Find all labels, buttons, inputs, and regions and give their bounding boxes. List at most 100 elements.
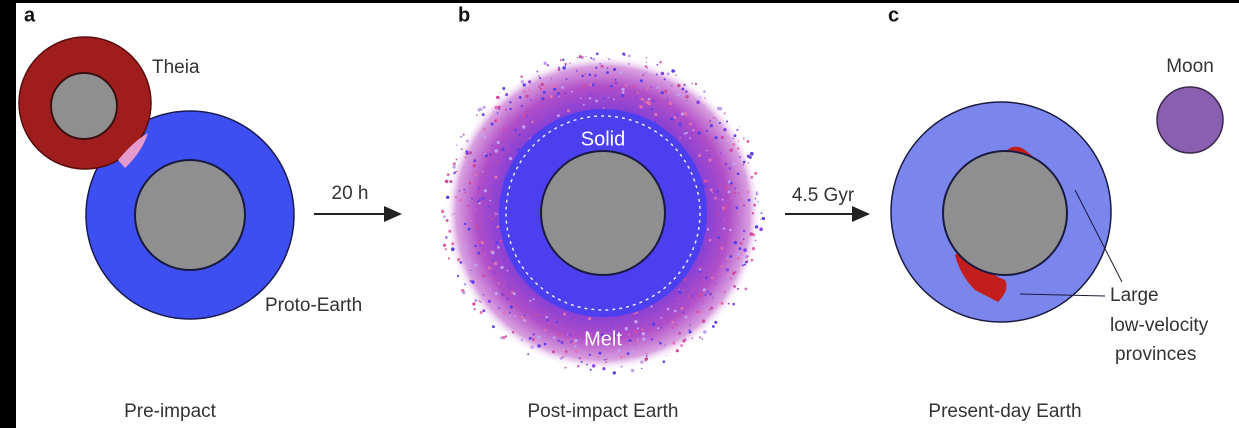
speck <box>672 342 675 345</box>
speck <box>517 148 520 151</box>
speck <box>636 340 639 343</box>
speck <box>494 242 495 243</box>
speck <box>483 130 484 131</box>
speck <box>490 289 491 290</box>
speck <box>639 105 642 108</box>
speck <box>509 108 511 110</box>
speck <box>465 192 467 194</box>
speck <box>547 64 549 66</box>
speck <box>734 134 737 137</box>
speck <box>661 317 663 319</box>
speck <box>645 65 648 68</box>
speck <box>560 341 563 344</box>
speck <box>708 181 710 183</box>
speck <box>697 109 699 111</box>
speck <box>647 67 648 68</box>
core <box>541 151 665 275</box>
speck <box>460 136 462 138</box>
speck <box>663 360 666 363</box>
speck <box>589 97 591 99</box>
speck <box>501 148 504 151</box>
speck <box>469 151 472 154</box>
speck <box>681 112 684 115</box>
speck <box>578 357 580 359</box>
speck <box>488 300 491 303</box>
speck <box>631 350 634 353</box>
speck <box>734 241 737 244</box>
speck <box>590 369 592 371</box>
speck <box>546 316 548 318</box>
speck <box>745 288 748 291</box>
speck <box>574 345 576 347</box>
speck <box>632 86 635 89</box>
label: Melt <box>584 328 622 350</box>
speck <box>500 240 503 243</box>
speck <box>494 120 497 123</box>
speck <box>712 325 715 328</box>
speck <box>451 247 455 251</box>
speck <box>699 294 702 297</box>
speck <box>756 191 758 193</box>
speck <box>749 232 753 236</box>
label: Large <box>1110 285 1159 306</box>
speck <box>696 311 698 313</box>
speck <box>469 162 470 163</box>
speck <box>482 171 484 173</box>
speck <box>619 71 622 74</box>
speck <box>722 199 724 201</box>
speck <box>491 123 494 126</box>
speck <box>528 89 530 91</box>
speck <box>667 72 670 75</box>
speck <box>557 114 560 117</box>
speck <box>529 300 531 302</box>
speck <box>494 262 497 265</box>
speck <box>677 93 680 96</box>
label: low-velocity <box>1110 315 1209 336</box>
speck <box>510 315 512 317</box>
speck <box>742 264 744 266</box>
speck <box>456 159 458 161</box>
speck <box>709 119 711 121</box>
speck <box>512 331 514 333</box>
speck <box>464 223 466 225</box>
speck <box>560 310 561 311</box>
speck <box>495 106 498 109</box>
speck <box>606 71 609 74</box>
speck <box>502 336 505 339</box>
speck <box>479 134 482 137</box>
speck <box>700 268 701 269</box>
speck <box>705 276 708 279</box>
speck <box>699 96 701 98</box>
speck <box>725 167 726 168</box>
speck <box>531 121 533 123</box>
speck <box>611 71 612 72</box>
speck <box>445 248 447 250</box>
speck <box>642 332 646 336</box>
speck <box>475 226 478 229</box>
speck <box>469 182 472 185</box>
speck <box>646 101 650 105</box>
speck <box>533 298 535 300</box>
speck <box>704 294 706 296</box>
speck <box>551 78 552 79</box>
speck <box>723 128 726 131</box>
speck <box>497 141 500 144</box>
speck <box>533 113 535 115</box>
speck <box>634 330 637 333</box>
speck <box>634 313 636 315</box>
speck <box>557 339 560 342</box>
speck <box>451 242 454 245</box>
speck <box>720 245 722 247</box>
speck <box>496 161 498 163</box>
speck <box>467 205 469 207</box>
speck <box>706 150 708 152</box>
speck <box>595 67 597 69</box>
speck <box>454 171 456 173</box>
speck <box>646 355 648 357</box>
speck <box>611 88 612 89</box>
speck <box>689 324 690 325</box>
speck <box>595 100 598 103</box>
top-border <box>0 0 1239 3</box>
speck <box>641 98 644 101</box>
speck <box>667 308 670 311</box>
